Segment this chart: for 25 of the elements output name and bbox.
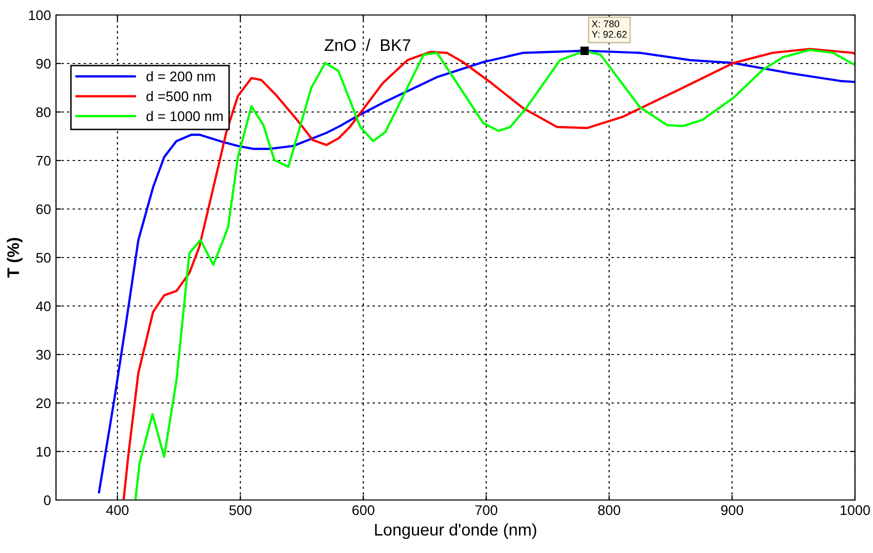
y-tick-label: 70 xyxy=(36,156,51,166)
legend-label: d = 200 nm xyxy=(146,71,215,82)
x-tick-label: 600 xyxy=(352,505,374,516)
x-tick-label: 700 xyxy=(475,505,498,516)
y-tick-label: 40 xyxy=(36,301,51,312)
legend-label: d = 1000 nm xyxy=(146,110,223,122)
x-tick-label: 800 xyxy=(598,505,620,516)
x-tick-label: 400 xyxy=(106,505,129,516)
text: ZnO / BK7 xyxy=(324,38,410,51)
legend-label: d =500 nm xyxy=(146,91,212,102)
y-tick-label: 100 xyxy=(29,10,51,20)
y-tick-label: 0 xyxy=(44,495,51,506)
x-tick-label: 500 xyxy=(229,505,252,516)
y-tick-label: 20 xyxy=(36,398,51,408)
y-tick-label: 30 xyxy=(36,350,51,360)
y-tick-label: 80 xyxy=(36,107,51,118)
y-tick-label: 50 xyxy=(36,252,51,263)
y-tick-label: 10 xyxy=(36,446,51,457)
x-axis-title: Longueur d'onde (nm) xyxy=(375,523,536,539)
y-tick-label: 60 xyxy=(36,204,51,214)
y-axis-title: T (%) xyxy=(6,238,22,278)
y-tick-label: 90 xyxy=(36,58,51,69)
annotation: X: 780 Y: 92.62 xyxy=(592,20,627,38)
x-tick-label: 1000 xyxy=(840,505,870,516)
x-tick-label: 900 xyxy=(721,505,744,516)
